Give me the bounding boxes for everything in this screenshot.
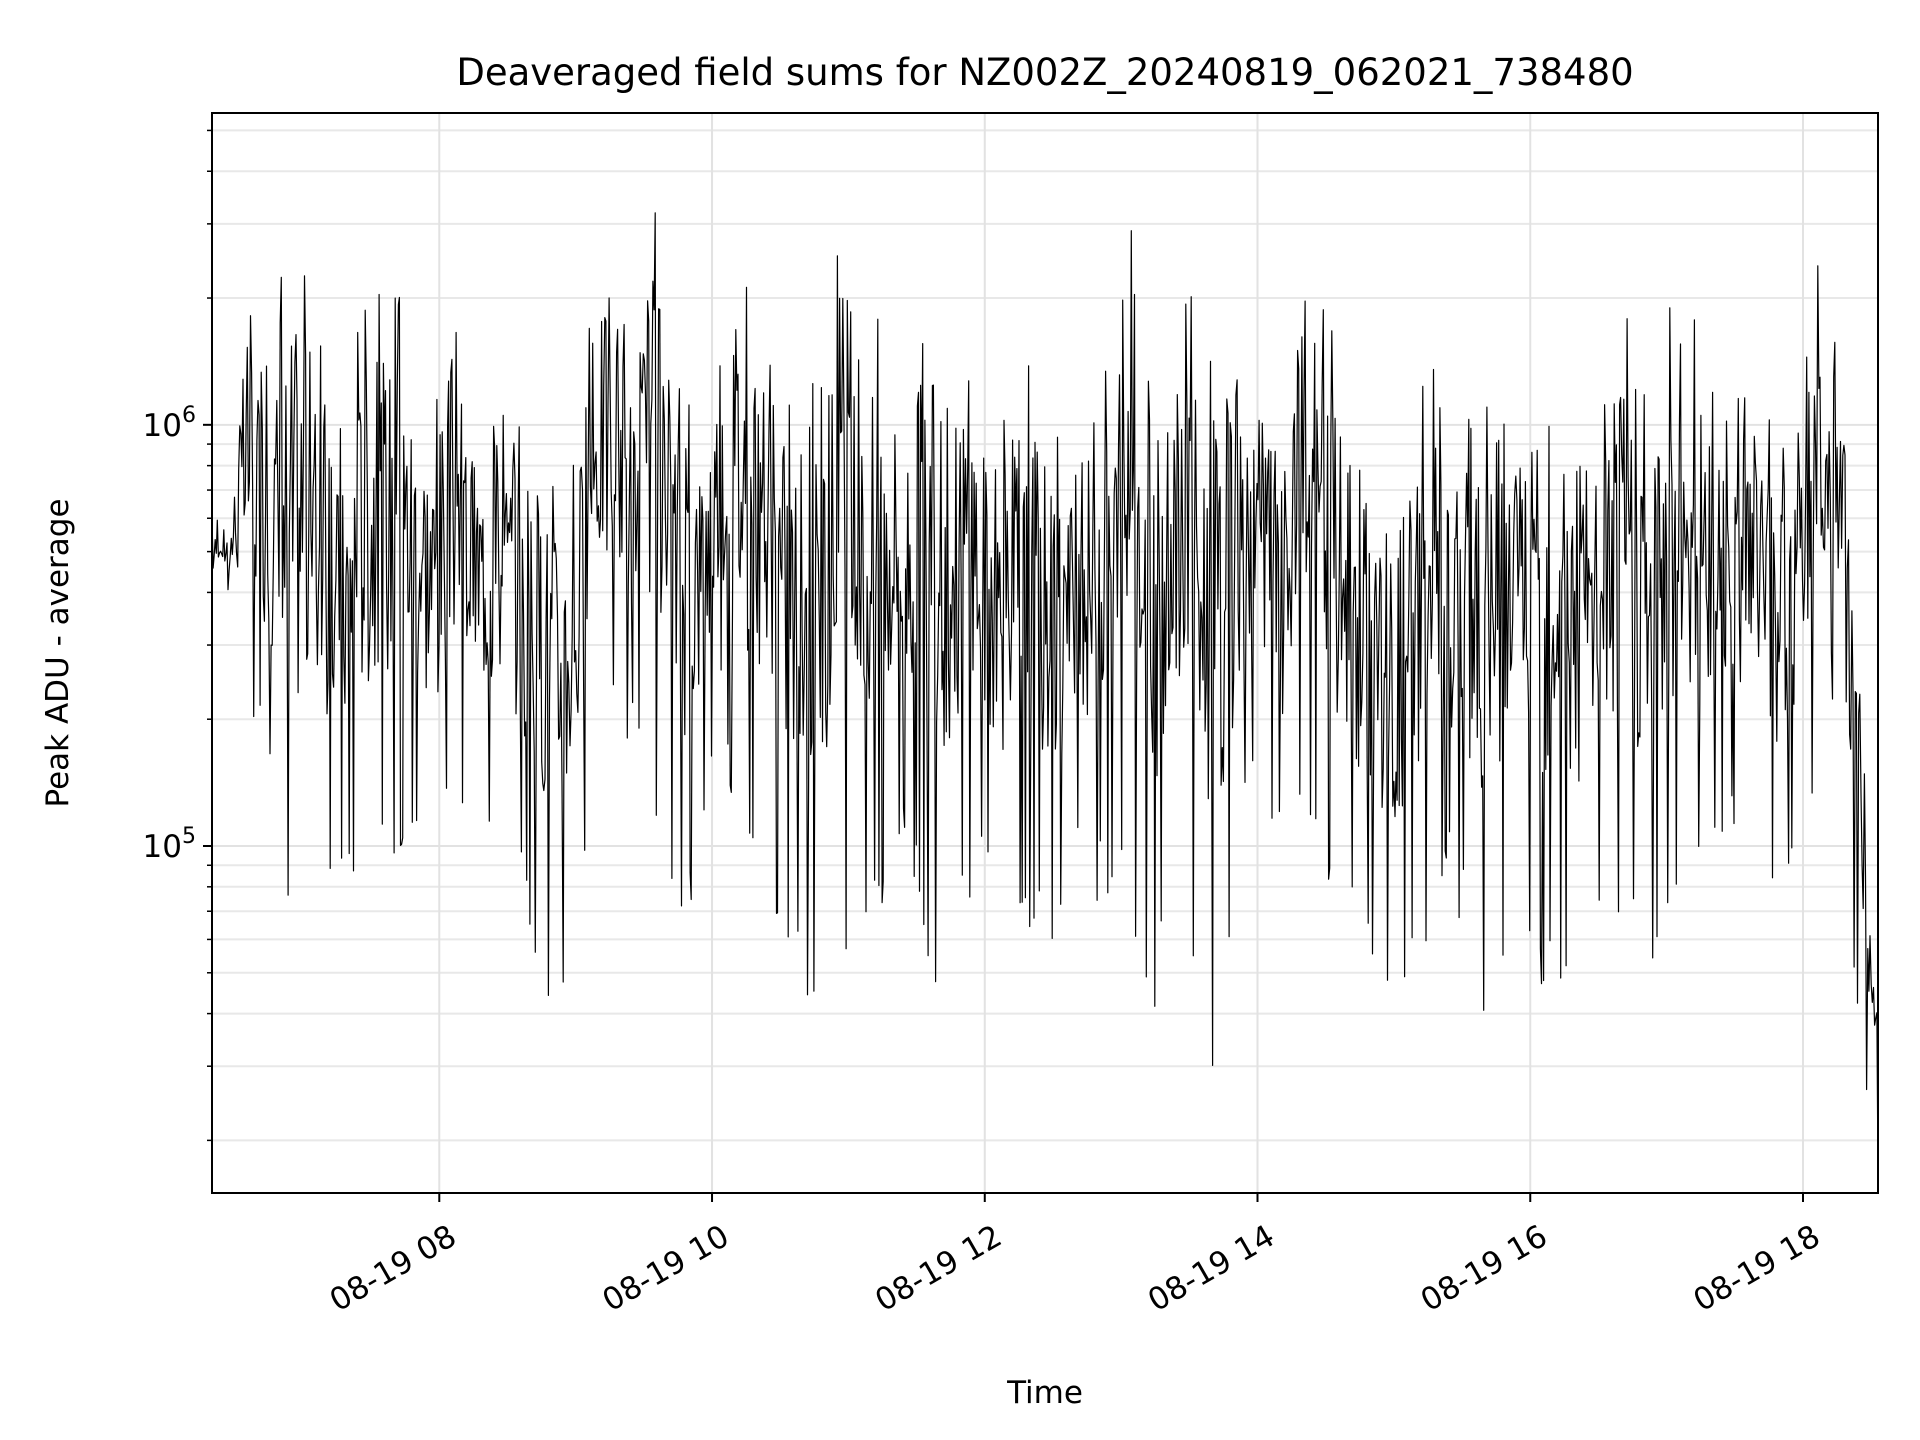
y-axis-label: Peak ADU - average [40, 498, 76, 807]
y-tick-label-exponent: 5 [182, 824, 196, 849]
chart-title: Deaveraged field sums for NZ002Z_2024081… [456, 51, 1633, 94]
data-series [211, 212, 1879, 1182]
y-tick-label-exponent: 6 [182, 403, 196, 428]
x-axis-label: Time [1006, 1375, 1083, 1411]
y-tick-label-base: 10 [143, 829, 182, 865]
series-line [211, 212, 1879, 1182]
plot-frame [211, 112, 1879, 1194]
y-tick-label: 106 [143, 403, 196, 444]
y-tick-label: 105 [143, 824, 196, 865]
y-tick-label-base: 10 [143, 408, 182, 444]
